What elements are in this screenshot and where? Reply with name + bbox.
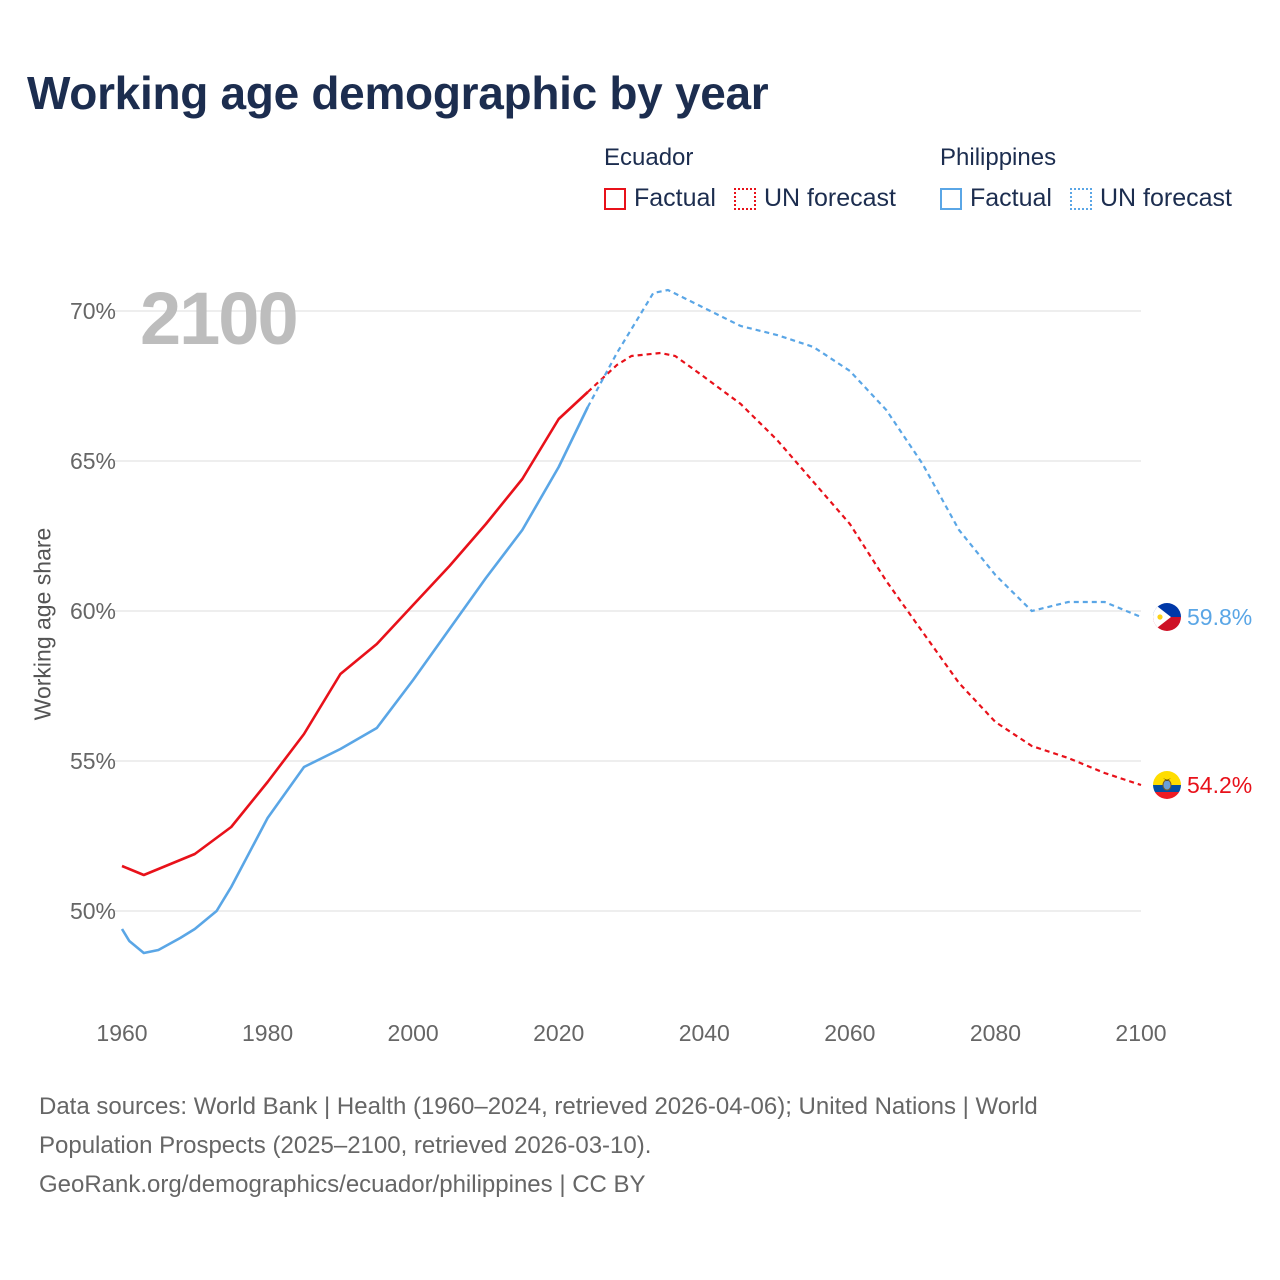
x-tick-label: 2000	[388, 1020, 439, 1046]
legend-swatch-philippines-factual	[940, 187, 962, 210]
legend-label: UN forecast	[1099, 184, 1232, 212]
legend-label: Factual	[634, 184, 716, 212]
series-line-ecuador-factual	[121, 391, 589, 877]
legend-philippines-forecast[interactable]: UN forecast	[1069, 184, 1232, 213]
x-tick-label: 1960	[96, 1020, 147, 1046]
grid-lines	[115, 310, 1141, 912]
series-line-philippines-factual	[120, 406, 589, 955]
x-tick-label: 2080	[970, 1020, 1021, 1046]
end-label-philippines: 59.8%	[1187, 604, 1252, 630]
legend-swatch-ecuador-forecast	[733, 187, 756, 210]
x-tick-label: 2060	[824, 1020, 875, 1046]
legend-ecuador-factual[interactable]: Factual	[604, 184, 716, 213]
legend-philippines-factual[interactable]: Factual	[940, 184, 1052, 213]
legend-group-title: Ecuador	[604, 144, 694, 171]
page-title: Working age demographic by year	[27, 67, 769, 119]
series-lines	[120, 288, 1142, 955]
end-label-ecuador: 54.2%	[1187, 772, 1252, 798]
x-tick-label: 1980	[242, 1020, 293, 1046]
footer-line: Data sources: World Bank | Health (1960–…	[39, 1093, 1038, 1120]
y-tick-label: 55%	[70, 748, 116, 774]
x-tick-labels: 1960 1980 2000 2020 2040 2060 2080 2100	[96, 1020, 1166, 1046]
y-tick-label: 60%	[70, 598, 116, 624]
footer-line: Population Prospects (2025–2100, retriev…	[39, 1132, 652, 1159]
legend-label: UN forecast	[763, 184, 896, 212]
x-tick-label: 2040	[679, 1020, 730, 1046]
legend-label: Factual	[970, 184, 1052, 212]
x-tick-label: 2020	[533, 1020, 584, 1046]
y-tick-label: 70%	[70, 298, 116, 324]
legend-group-title: Philippines	[940, 144, 1057, 171]
legend-swatch-ecuador-factual	[604, 187, 626, 210]
x-tick-label: 2100	[1115, 1020, 1166, 1046]
y-tick-label: 65%	[70, 448, 116, 474]
legend-group-ecuador: Ecuador Factual UN forecast	[604, 144, 914, 213]
legend-group-philippines: Philippines Factual UN forecast	[940, 144, 1250, 213]
footer-sources: Data sources: World Bank | Health (1960–…	[39, 1087, 1239, 1204]
legend-swatch-philippines-forecast	[1069, 187, 1092, 210]
flag-philippines	[1153, 603, 1181, 631]
legend-ecuador-forecast[interactable]: UN forecast	[733, 184, 896, 213]
series-line-ecuador-forecast	[587, 351, 1142, 787]
year-display: 2100	[140, 277, 299, 360]
flag-ecuador	[1153, 771, 1181, 799]
series-line-philippines-forecast	[586, 288, 1142, 619]
footer-line: GeoRank.org/demographics/ecuador/philipp…	[39, 1171, 646, 1198]
y-tick-labels: 50% 55% 60% 65% 70%	[70, 298, 116, 924]
y-tick-label: 50%	[70, 898, 116, 924]
